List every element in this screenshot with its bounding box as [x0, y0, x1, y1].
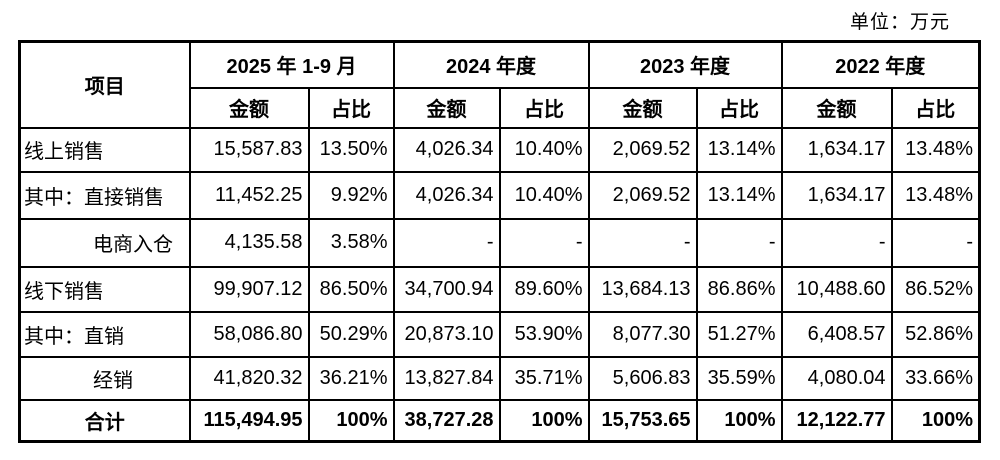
unit-label: 单位：万元 — [849, 12, 950, 33]
ratio-cell: - — [695, 217, 783, 268]
amount-cell: 20,873.10 — [392, 310, 501, 358]
ratio-cell: 50.29% — [307, 310, 395, 358]
row-direct-selling: 其中：直销 58,086.80 50.29% 20,873.10 53.90% … — [18, 310, 981, 358]
ratio-cell: - — [890, 217, 981, 268]
amount-cell: 4,135.58 — [188, 217, 310, 268]
amount-cell: 13,684.13 — [587, 265, 698, 313]
row-label: 线下销售 — [18, 265, 191, 313]
col-header-period-2022: 2022 年度 — [780, 40, 981, 89]
ratio-cell: 86.50% — [307, 265, 395, 313]
ratio-cell: 13.48% — [890, 126, 981, 173]
amount-cell: 15,587.83 — [188, 126, 310, 173]
col-header-amount-2025: 金额 — [188, 86, 310, 129]
col-header-ratio-2022: 占比 — [890, 86, 981, 129]
amount-cell: 8,077.30 — [587, 310, 698, 358]
col-header-period-2023: 2023 年度 — [587, 40, 783, 89]
ratio-cell: 10.40% — [498, 170, 590, 220]
ratio-cell: 33.66% — [890, 355, 981, 401]
ratio-cell: 9.92% — [307, 170, 395, 220]
amount-cell: 11,452.25 — [188, 170, 310, 220]
amount-cell: 34,700.94 — [392, 265, 501, 313]
row-online-sales: 线上销售 15,587.83 13.50% 4,026.34 10.40% 2,… — [18, 126, 981, 173]
header-row-measures: 金额 占比 金额 占比 金额 占比 金额 占比 — [20, 86, 981, 129]
col-header-amount-2024: 金额 — [392, 86, 501, 129]
ratio-cell: 35.59% — [695, 355, 783, 401]
col-header-amount-2022: 金额 — [780, 86, 893, 129]
row-label: 经销 — [18, 355, 191, 401]
row-ecommerce-warehouse: 电商入仓 4,135.58 3.58% - - - - - - — [18, 217, 981, 268]
amount-cell: 4,026.34 — [392, 126, 501, 173]
sales-channel-breakdown-table: 项目 2025 年 1-9 月 2024 年度 2023 年度 2022 年度 … — [18, 40, 982, 443]
amount-cell: 6,408.57 — [780, 310, 893, 358]
ratio-cell: 13.48% — [890, 170, 981, 220]
ratio-cell: 51.27% — [695, 310, 783, 358]
ratio-cell: 53.90% — [498, 310, 590, 358]
ratio-cell: 36.21% — [307, 355, 395, 401]
header-row-periods: 项目 2025 年 1-9 月 2024 年度 2023 年度 2022 年度 — [18, 40, 981, 129]
row-total: 合计 115,494.95 100% 38,727.28 100% 15,753… — [18, 398, 981, 443]
amount-cell: 10,488.60 — [780, 265, 893, 313]
row-label: 电商入仓 — [18, 217, 191, 268]
row-label: 其中：直销 — [18, 310, 191, 358]
amount-cell: 2,069.52 — [587, 126, 698, 173]
row-offline-sales: 线下销售 99,907.12 86.50% 34,700.94 89.60% 1… — [18, 265, 981, 313]
ratio-cell: 13.14% — [695, 170, 783, 220]
ratio-cell: 3.58% — [307, 217, 395, 268]
amount-cell: 5,606.83 — [587, 355, 698, 401]
col-header-amount-2023: 金额 — [587, 86, 698, 129]
ratio-cell: 100% — [890, 398, 981, 443]
amount-cell: 15,753.65 — [587, 398, 698, 443]
ratio-cell: - — [498, 217, 590, 268]
amount-cell: - — [392, 217, 501, 268]
ratio-cell: 89.60% — [498, 265, 590, 313]
ratio-cell: 86.86% — [695, 265, 783, 313]
amount-cell: 41,820.32 — [188, 355, 310, 401]
col-header-period-2025: 2025 年 1-9 月 — [188, 40, 395, 89]
ratio-cell: 35.71% — [498, 355, 590, 401]
amount-cell: 4,080.04 — [780, 355, 893, 401]
row-distribution: 经销 41,820.32 36.21% 13,827.84 35.71% 5,6… — [18, 355, 981, 401]
amount-cell: 4,026.34 — [392, 170, 501, 220]
amount-cell: 2,069.52 — [587, 170, 698, 220]
amount-cell: 12,122.77 — [780, 398, 893, 443]
amount-cell: - — [780, 217, 893, 268]
ratio-cell: 100% — [498, 398, 590, 443]
col-header-ratio-2024: 占比 — [498, 86, 590, 129]
row-label: 合计 — [18, 398, 191, 443]
col-header-ratio-2023: 占比 — [695, 86, 783, 129]
ratio-cell: 86.52% — [890, 265, 981, 313]
row-label: 其中：直接销售 — [18, 170, 191, 220]
row-direct-sales: 其中：直接销售 11,452.25 9.92% 4,026.34 10.40% … — [18, 170, 981, 220]
amount-cell: 1,634.17 — [780, 126, 893, 173]
amount-cell: 13,827.84 — [392, 355, 501, 401]
col-header-period-2024: 2024 年度 — [392, 40, 590, 89]
amount-cell: 1,634.17 — [780, 170, 893, 220]
ratio-cell: 100% — [695, 398, 783, 443]
row-label: 线上销售 — [18, 126, 191, 173]
ratio-cell: 100% — [307, 398, 395, 443]
ratio-cell: 10.40% — [498, 126, 590, 173]
ratio-cell: 13.50% — [307, 126, 395, 173]
amount-cell: 115,494.95 — [188, 398, 310, 443]
ratio-cell: 13.14% — [695, 126, 783, 173]
amount-cell: 99,907.12 — [188, 265, 310, 313]
amount-cell: - — [587, 217, 698, 268]
col-header-item: 项目 — [18, 40, 191, 129]
amount-cell: 38,727.28 — [392, 398, 501, 443]
ratio-cell: 52.86% — [890, 310, 981, 358]
col-header-ratio-2025: 占比 — [307, 86, 395, 129]
amount-cell: 58,086.80 — [188, 310, 310, 358]
